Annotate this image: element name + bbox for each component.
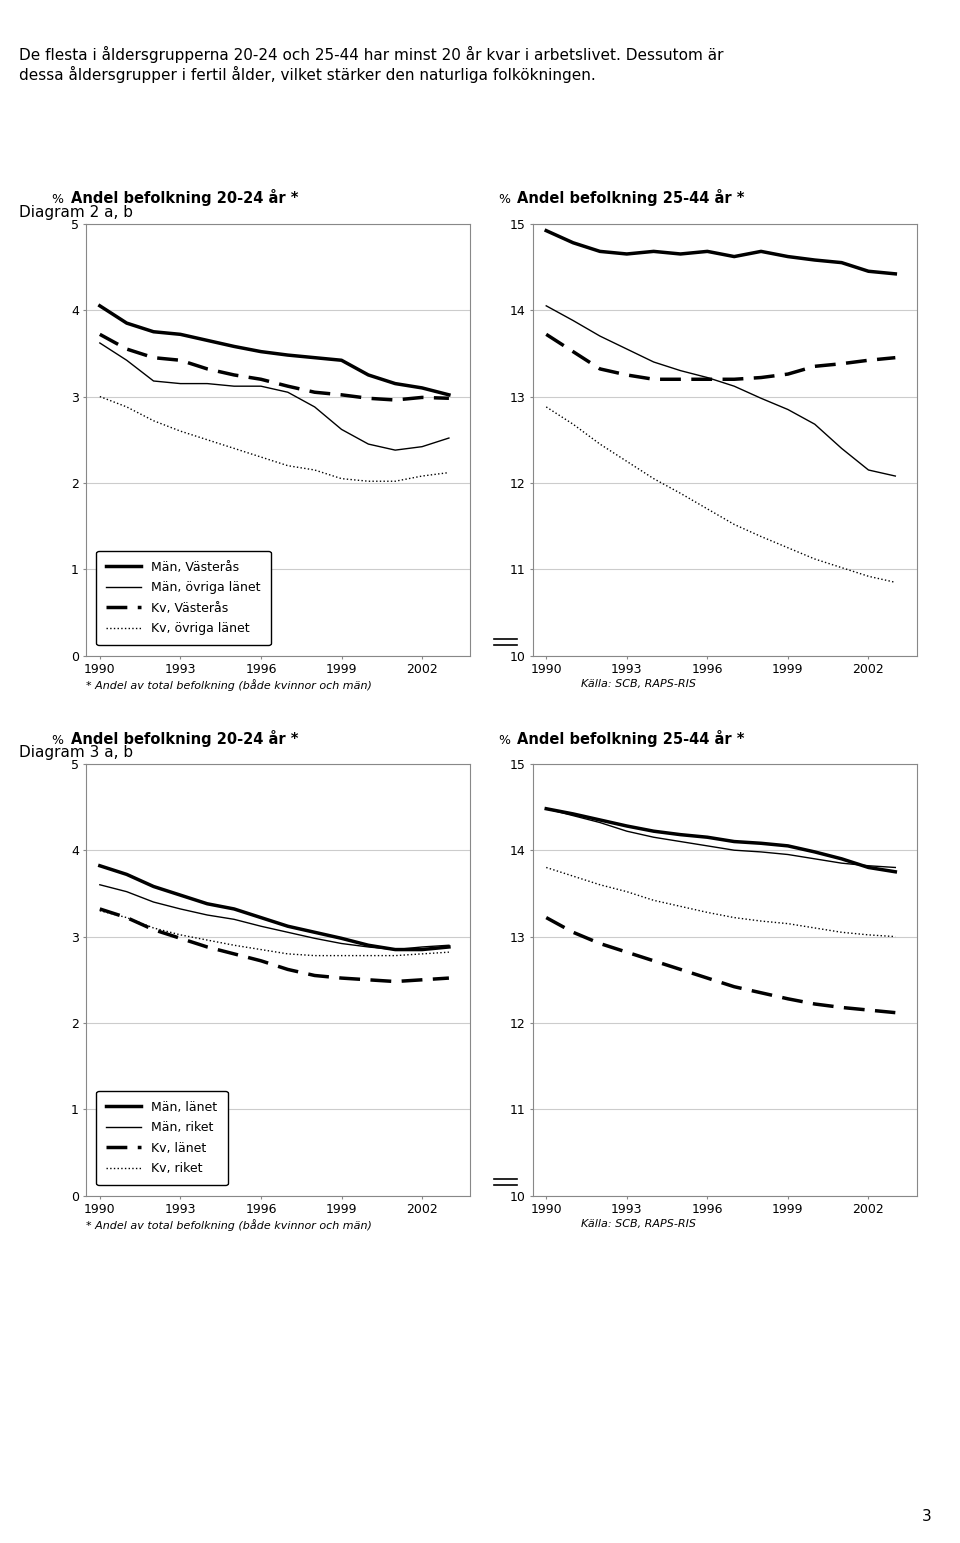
Text: Källa: SCB, RAPS-RIS: Källa: SCB, RAPS-RIS xyxy=(581,679,696,688)
Text: Diagram 3 a, b: Diagram 3 a, b xyxy=(19,745,133,759)
Text: Andel befolkning 20-24 år *: Andel befolkning 20-24 år * xyxy=(71,730,299,747)
Text: Andel befolkning 20-24 år *: Andel befolkning 20-24 år * xyxy=(71,190,299,207)
Text: %: % xyxy=(498,733,510,747)
Text: 3: 3 xyxy=(922,1509,931,1524)
Text: Källa: SCB, RAPS-RIS: Källa: SCB, RAPS-RIS xyxy=(581,1219,696,1228)
Text: Andel befolkning 25-44 år *: Andel befolkning 25-44 år * xyxy=(517,190,745,207)
Text: Diagram 2 a, b: Diagram 2 a, b xyxy=(19,205,133,219)
Text: %: % xyxy=(51,733,63,747)
Text: * Andel av total befolkning (både kvinnor och män): * Andel av total befolkning (både kvinno… xyxy=(86,679,372,691)
Legend: Män, Västerås, Män, övriga länet, Kv, Västerås, Kv, övriga länet: Män, Västerås, Män, övriga länet, Kv, Vä… xyxy=(97,551,271,645)
Legend: Män, länet, Män, riket, Kv, länet, Kv, riket: Män, länet, Män, riket, Kv, länet, Kv, r… xyxy=(97,1091,228,1185)
Text: Andel befolkning 25-44 år *: Andel befolkning 25-44 år * xyxy=(517,730,745,747)
Text: * Andel av total befolkning (både kvinnor och män): * Andel av total befolkning (både kvinno… xyxy=(86,1219,372,1231)
Text: %: % xyxy=(498,193,510,207)
Text: %: % xyxy=(51,193,63,207)
Text: De flesta i åldersgrupperna 20-24 och 25-44 har minst 20 år kvar i arbetslivet. : De flesta i åldersgrupperna 20-24 och 25… xyxy=(19,46,724,83)
